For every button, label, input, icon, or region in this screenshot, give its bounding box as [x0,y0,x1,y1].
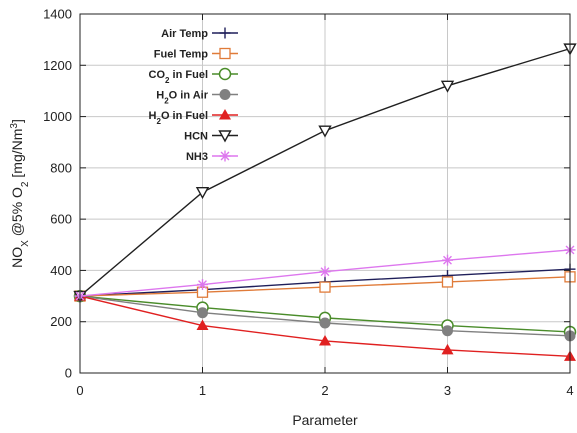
data-point [196,319,209,331]
data-point [197,279,208,291]
x-tick-label: 2 [321,383,328,398]
y-tick-label: 1400 [43,7,72,22]
x-tick-label: 3 [444,383,451,398]
data-point [219,89,231,100]
data-point [219,109,231,120]
plot-series [73,43,577,361]
data-point [197,307,208,319]
legend-label: CO2 in Fuel [149,69,208,85]
legend-label: H2O in Air [156,90,208,106]
legend-label: Air Temp [161,28,208,40]
legend-item: H2O in Air [156,89,238,105]
data-point [218,130,232,143]
data-point [442,325,453,337]
data-point [318,125,332,138]
legend-label: H2O in Fuel [149,110,208,126]
data-point [440,80,455,93]
y-tick-label: 800 [50,160,72,175]
data-point [319,266,331,278]
data-point [218,67,232,81]
legend-label: Fuel Temp [154,49,208,61]
data-point [319,317,331,329]
legend-item: Fuel Temp [154,47,238,61]
x-tick-label: 4 [566,383,573,398]
legend-item: CO2 in Fuel [149,67,238,85]
data-point [441,343,454,355]
legend-label: NH3 [186,151,208,163]
axis-ticks: 0 200 400 600 800 1000 1200 1400 0 1 2 3 4 [43,7,574,399]
legend-item: HCN [184,130,238,143]
legend-item: Air Temp [161,27,238,40]
legend: Air Temp Fuel Temp CO2 in Fuel H2O in Air H2… [149,27,238,163]
x-tick-label: 0 [76,383,83,398]
data-point [441,276,454,288]
y-tick-label: 1200 [43,58,72,73]
grid [80,14,570,373]
x-tick-label: 1 [199,383,206,398]
data-point [442,254,453,266]
data-point [319,334,331,346]
y-tick-label: 400 [50,263,72,278]
data-point [319,281,331,293]
y-axis-title: NOX @5% O2 [mg/Nm3] [9,119,31,268]
legend-label: HCN [184,131,208,143]
data-point [219,27,231,39]
x-axis-title: Parameter [292,412,358,428]
legend-item: H2O in Fuel [149,109,238,126]
y-tick-label: 600 [50,212,72,227]
y-tick-label: 0 [65,366,72,381]
y-tick-label: 1000 [43,109,72,124]
data-point [195,187,210,200]
y-tick-label: 200 [50,314,72,329]
data-point [219,150,231,162]
legend-item: NH3 [186,150,238,163]
data-point [219,47,231,60]
